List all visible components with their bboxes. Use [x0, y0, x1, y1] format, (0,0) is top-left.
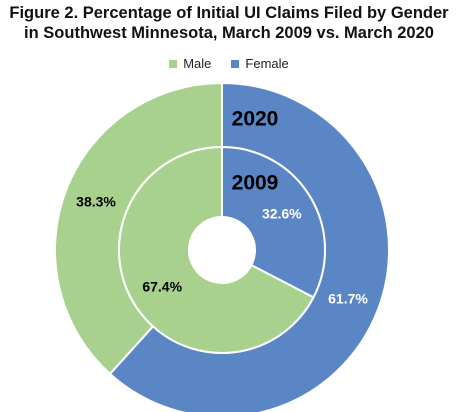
legend-label-female: Female — [245, 56, 289, 71]
chart-legend: Male Female — [0, 56, 458, 71]
legend-item-female: Female — [231, 56, 289, 71]
legend-swatch-female — [231, 59, 240, 68]
data-label-2009-male: 67.4% — [142, 278, 182, 294]
slice-2009-female — [221, 145, 326, 299]
data-label-2020-male: 38.3% — [76, 193, 116, 209]
legend-label-male: Male — [183, 56, 212, 71]
data-label-2020-female: 61.7% — [328, 291, 368, 307]
year-label-2009: 2009 — [232, 172, 279, 195]
legend-swatch-male — [169, 59, 178, 68]
chart-title-line-1: Figure 2. Percentage of Initial UI Claim… — [9, 4, 449, 22]
data-label-2009-female: 32.6% — [262, 206, 302, 222]
chart-title-line-2: in Southwest Minnesota, March 2009 vs. M… — [24, 24, 434, 42]
year-label-2020: 2020 — [232, 108, 279, 131]
chart-title: Figure 2. Percentage of Initial UI Claim… — [0, 3, 458, 43]
slice-2009-male — [118, 145, 315, 354]
legend-item-male: Male — [169, 56, 211, 71]
